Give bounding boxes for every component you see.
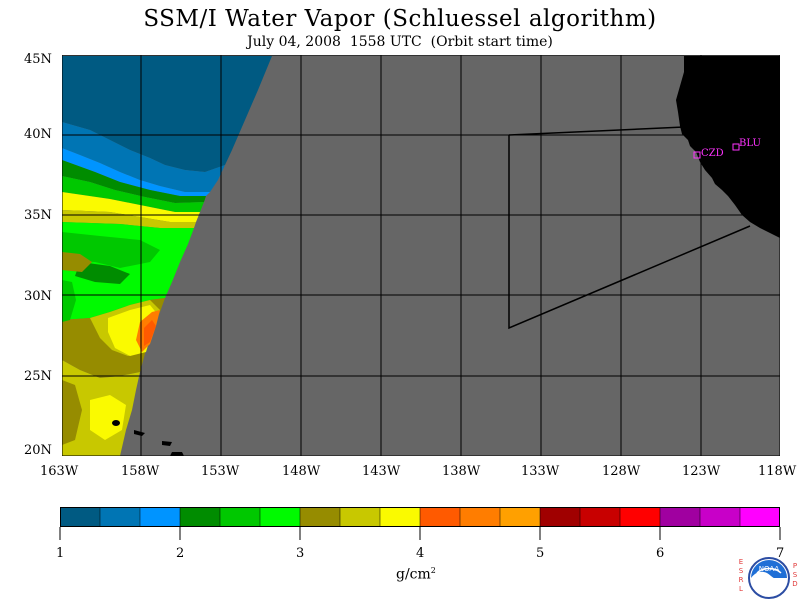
lon-label-143w: 143W: [362, 464, 401, 479]
domain-outline-top: [508, 126, 685, 136]
lon-label-118w: 118W: [758, 464, 797, 479]
colorbar-tick-1: 1: [56, 546, 65, 561]
colorbar-swatches: [60, 507, 780, 527]
lon-label-163w: 163W: [40, 464, 79, 479]
lat-label-25n: 25N: [24, 369, 52, 384]
colorbar-swatch: [619, 507, 661, 527]
lat-label-45n: 45N: [24, 52, 52, 67]
swath-band-dark-blue: [62, 56, 272, 172]
logo-letter-s2: S: [792, 571, 798, 579]
island-oahu: [134, 430, 145, 436]
units-text: g/cm: [396, 566, 431, 583]
colorbar-swatch: [299, 507, 341, 527]
logo-letter-l: L: [739, 585, 743, 593]
station-markers: CZD BLU: [693, 138, 761, 159]
map-panel: CZD BLU: [62, 55, 780, 456]
island-hawaii: [170, 452, 184, 456]
island-maui: [162, 441, 172, 446]
lon-label-148w: 148W: [282, 464, 321, 479]
hawaiian-islands: [112, 420, 184, 456]
swath-band-yellow-far-south: [90, 395, 126, 440]
swath-band-blue: [62, 122, 225, 192]
island-kauai: [112, 420, 120, 426]
colorbar-swatch: [179, 507, 221, 527]
logo-letter-d: D: [792, 580, 798, 588]
lat-label-40n: 40N: [24, 127, 52, 142]
colorbar-frame: [60, 507, 780, 527]
colorbar-swatch: [339, 507, 381, 527]
colorbar-swatch: [539, 507, 581, 527]
noaa-emblem-icon: NOAA: [748, 557, 790, 599]
logo-letter-s: S: [738, 567, 744, 575]
lat-label-30n: 30N: [24, 289, 52, 304]
colorbar-tick-2: 2: [176, 546, 185, 561]
lat-label-35n: 35N: [24, 208, 52, 223]
page-title: SSM/I Water Vapor (Schluessel algorithm): [143, 6, 657, 32]
swath-band-red-orange: [144, 320, 156, 346]
colorbar-swatch: [379, 507, 421, 527]
north-america-land: [676, 56, 780, 238]
station-blu-marker: [732, 143, 740, 151]
colorbar-swatch: [459, 507, 501, 527]
lon-label-133w: 133W: [521, 464, 560, 479]
colorbar-tick-6: 6: [656, 546, 665, 561]
lon-label-138w: 138W: [442, 464, 481, 479]
lon-label-158w: 158W: [121, 464, 160, 479]
colorbar-swatch: [259, 507, 301, 527]
colorbar: [60, 507, 780, 527]
swath-band-dark-green: [62, 160, 206, 203]
colorbar-units: g/cm2: [396, 566, 436, 583]
lat-label-20n: 20N: [24, 443, 52, 458]
swath-band-olive-mid-patch: [62, 252, 92, 272]
noaa-logo: E S R L NOAA P S D: [736, 556, 800, 600]
noaa-logo-text: NOAA: [759, 565, 780, 573]
lon-label-128w: 128W: [602, 464, 641, 479]
station-czd-label: CZD: [701, 148, 724, 159]
logo-letter-r: R: [738, 576, 744, 584]
colorbar-swatch: [99, 507, 141, 527]
swath-band-green-sw-edge: [62, 280, 76, 322]
colorbar-swatch: [739, 507, 780, 527]
colorbar-swatch: [659, 507, 701, 527]
colorbar-swatch: [499, 507, 541, 527]
station-blu-label: BLU: [739, 138, 761, 149]
graticule: [62, 55, 780, 456]
colorbar-swatch: [419, 507, 461, 527]
page-subtitle: July 04, 2008 1558 UTC (Orbit start time…: [247, 34, 553, 50]
swath-band-green: [62, 176, 204, 212]
swath-band-dark-green-mid-patch: [75, 262, 130, 284]
colorbar-tick-7: 7: [776, 546, 785, 561]
colorbar-swatch: [139, 507, 181, 527]
colorbar-tick-4: 4: [416, 546, 425, 561]
units-exponent: 2: [430, 566, 436, 575]
colorbar-tick-3: 3: [296, 546, 305, 561]
colorbar-swatch: [60, 507, 101, 527]
colorbar-swatch: [699, 507, 741, 527]
logo-letter-e: E: [738, 558, 744, 566]
logo-letter-p: P: [792, 562, 798, 570]
station-czd-marker: [693, 151, 701, 159]
colorbar-swatch: [219, 507, 261, 527]
lon-label-123w: 123W: [682, 464, 721, 479]
esrl-letters: E S R L: [738, 558, 744, 594]
colorbar-tick-5: 5: [536, 546, 545, 561]
lon-label-153w: 153W: [201, 464, 240, 479]
psd-letters: P S D: [792, 562, 798, 589]
swath-band-olive-far-south-edge: [62, 380, 82, 445]
domain-outline: [508, 135, 751, 330]
colorbar-swatch: [579, 507, 621, 527]
